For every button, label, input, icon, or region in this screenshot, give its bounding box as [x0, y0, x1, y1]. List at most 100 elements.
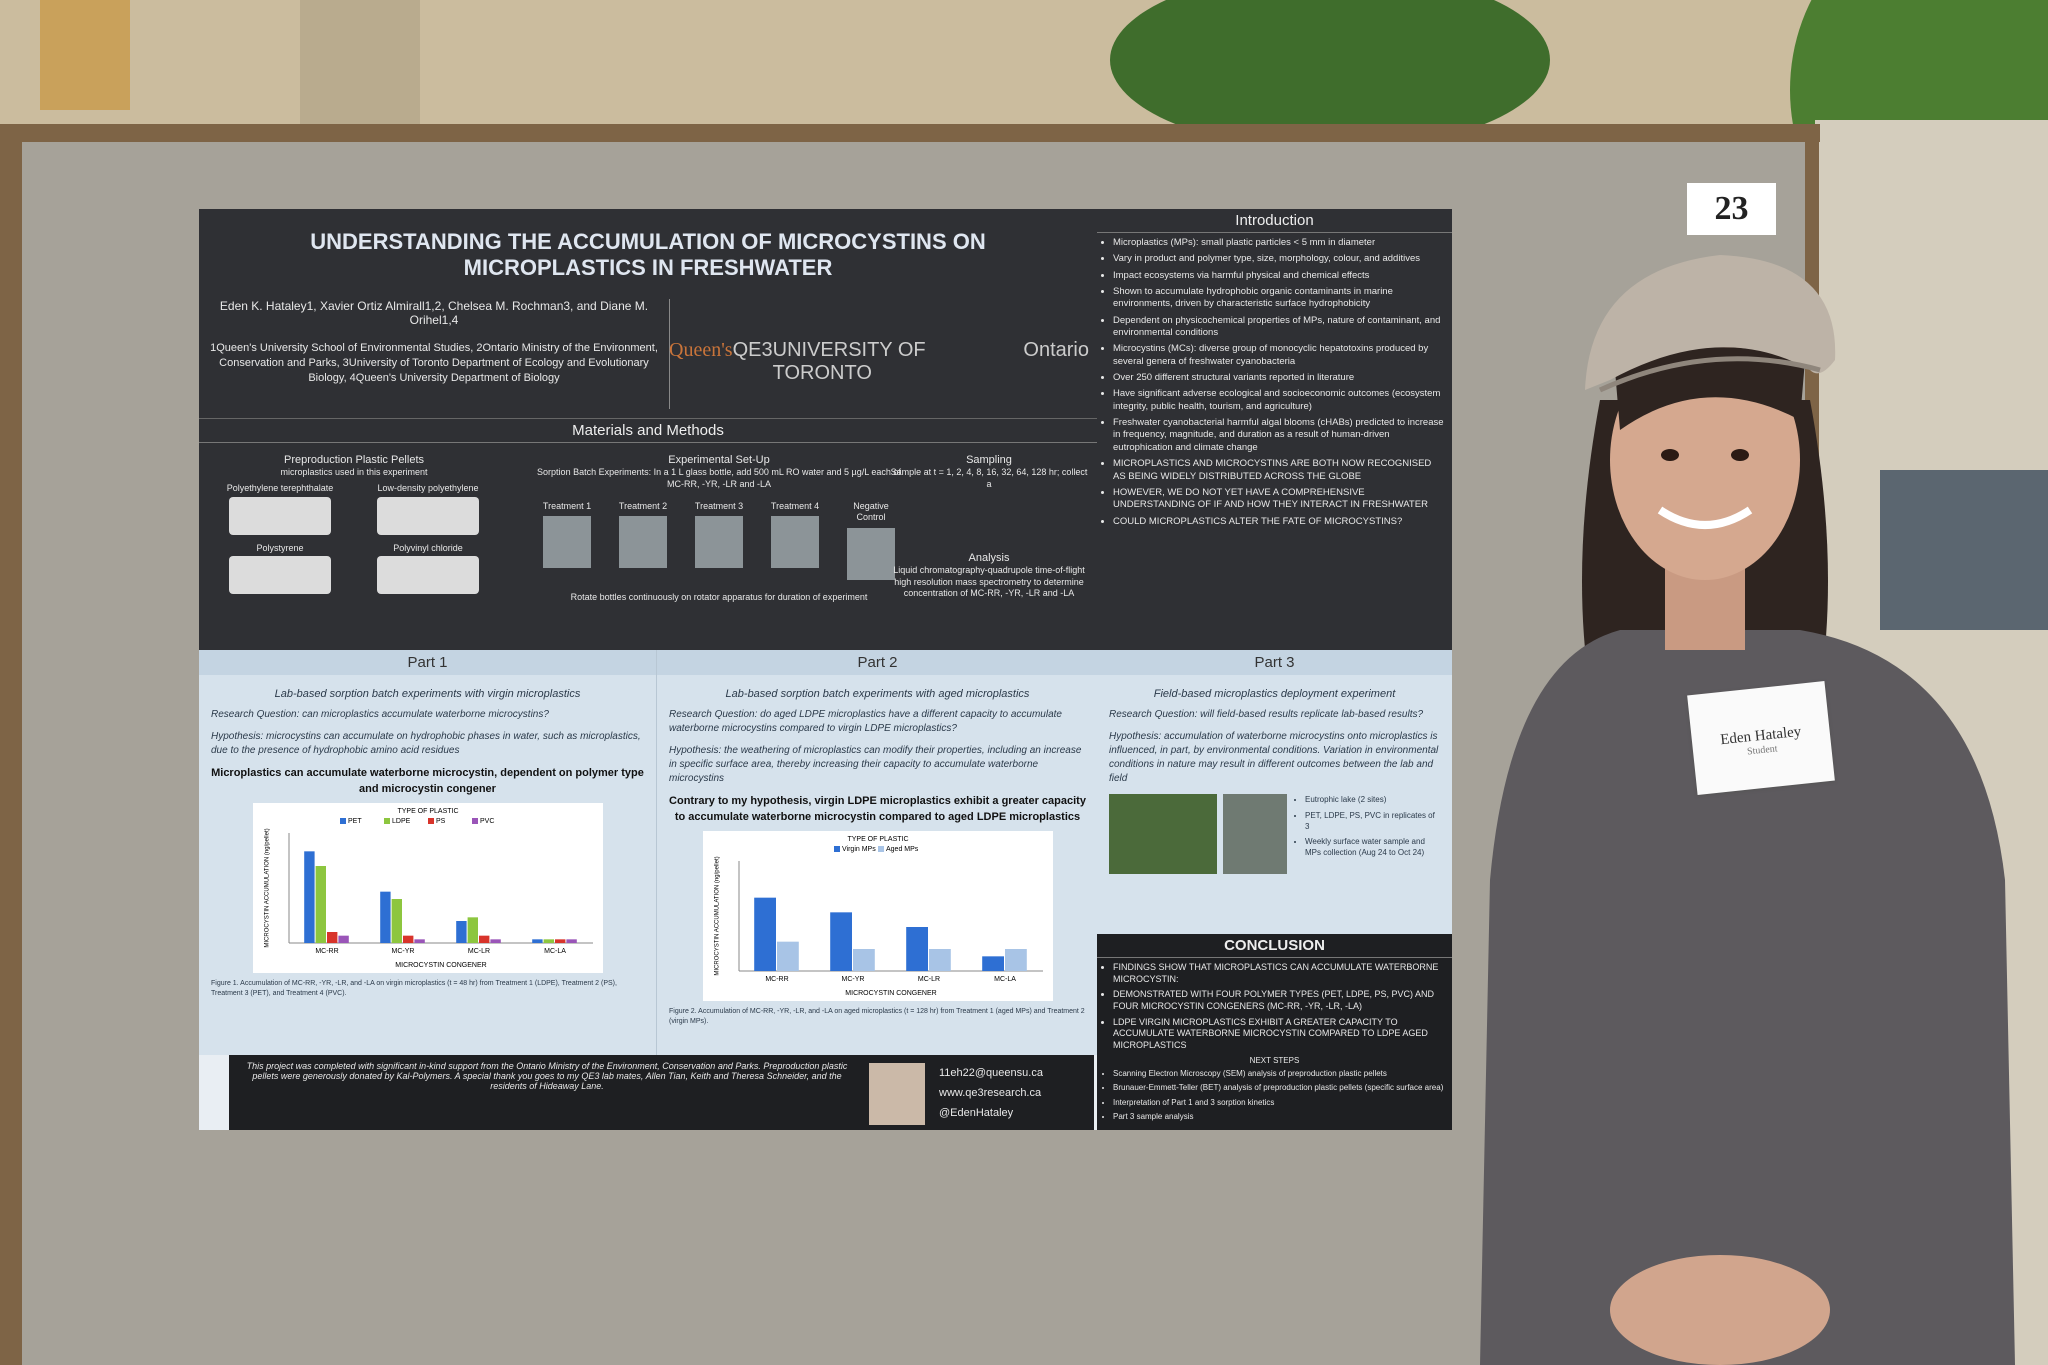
- poster-title: UNDERSTANDING THE ACCUMULATION OF MICROC…: [310, 229, 986, 254]
- text: Sorption Batch Experiments: In a 1 L gla…: [537, 467, 901, 489]
- sub-heading: Experimental Set-Up: [668, 454, 770, 466]
- bottle-photo: [847, 528, 895, 581]
- x-axis-label: MICROCYSTIN CONGENER: [395, 962, 486, 969]
- chart: TYPE OF PLASTIC Virgin MPs Aged MPs MC-RR MC…: [702, 831, 1053, 1002]
- bar: [753, 897, 776, 972]
- legend-label: LDPE: [392, 818, 411, 825]
- question: Research Question: do aged LDPE micropla…: [669, 709, 1062, 735]
- bullet: Vary in product and polymer type, size, …: [1113, 253, 1444, 265]
- bullet: Have significant adverse ecological and …: [1113, 388, 1444, 413]
- sub-heading: NEXT STEPS: [1249, 1055, 1300, 1065]
- bar: [326, 932, 337, 944]
- x-tick-label: MC-RR: [765, 976, 788, 983]
- pellet-type: Polyvinyl chloride: [393, 542, 463, 553]
- sub-heading: Analysis: [968, 551, 1010, 564]
- bar: [543, 939, 554, 944]
- poster-title: MICROPLASTICS IN FRESHWATER: [463, 255, 833, 280]
- part-body: Lab-based sorption batch experiments wit…: [199, 675, 656, 1005]
- bar: [565, 939, 577, 944]
- legend-label: PVC: [480, 818, 494, 825]
- bullet: Brunauer-Emmett-Teller (BET) analysis of…: [1113, 1083, 1452, 1093]
- bar: [905, 927, 928, 972]
- section-heading: Materials and Methods: [199, 419, 1097, 443]
- part-body: Lab-based sorption batch experiments wit…: [657, 675, 1098, 1033]
- acknowledgement: This project was completed with signific…: [246, 1061, 848, 1091]
- pellet: Low-density polyethylene: [357, 483, 499, 537]
- bar: [315, 866, 326, 944]
- y-axis-label: MICROCYSTIN ACCUMULATION (ng/pellet): [714, 857, 720, 976]
- bullet: Microplastics (MPs): small plastic parti…: [1113, 237, 1444, 249]
- legend-title: TYPE OF PLASTIC: [397, 808, 458, 815]
- y-axis-label: MICROCYSTIN ACCUMULATION (ng/pellet): [264, 829, 270, 948]
- bar: [531, 939, 543, 944]
- bullet: Eutrophic lake (2 sites): [1305, 794, 1440, 805]
- pellet: Polyvinyl chloride: [357, 543, 499, 597]
- treatment: Negative Control: [841, 501, 901, 584]
- treatment-label: Treatment 4: [770, 500, 820, 511]
- part-subtitle: Lab-based sorption batch experiments wit…: [274, 688, 581, 700]
- text: Sample at t = 1, 2, 4, 8, 16, 32, 64, 12…: [890, 467, 1088, 489]
- logo: Queen's: [669, 339, 733, 361]
- legend-swatch: [427, 818, 434, 825]
- legend-label: PS: [436, 818, 446, 825]
- pellet: Polyethylene terephthalate: [209, 483, 351, 537]
- text: Liquid chromatography-quadrupole time-of…: [893, 564, 1085, 599]
- bullet: Freshwater cyanobacterial harmful algal …: [1113, 417, 1444, 454]
- hypothesis: Hypothesis: microcystins can accumulate …: [211, 731, 641, 757]
- x-tick-label: MC-RR: [315, 948, 338, 955]
- legend-label: PET: [348, 818, 362, 825]
- pellet-photo: [229, 556, 331, 595]
- bullet: Part 3 sample analysis: [1113, 1112, 1452, 1122]
- conclusion: CONCLUSION FINDINGS SHOW THAT MICROPLAST…: [1097, 934, 1452, 1130]
- website: www.qe3research.ca: [939, 1087, 1042, 1099]
- sampling: Sampling Sample at t = 1, 2, 4, 8, 16, 3…: [889, 453, 1089, 600]
- field-photo: [1223, 794, 1287, 875]
- bar: [455, 921, 467, 944]
- pellet-type: Low-density polyethylene: [377, 482, 479, 493]
- treatment: Treatment 1: [537, 501, 597, 584]
- name-tag: Eden Hataley Student: [1687, 681, 1835, 795]
- bullet: Over 250 different structural variants r…: [1113, 372, 1444, 384]
- bar: [776, 941, 799, 972]
- bullet: COULD MICROPLASTICS ALTER THE FATE OF MI…: [1113, 516, 1444, 528]
- setup: Experimental Set-Up Sorption Batch Exper…: [529, 453, 909, 604]
- x-tick-label: MC-LR: [467, 948, 489, 955]
- field-photo: [1109, 794, 1217, 875]
- treatment-label: Treatment 2: [618, 500, 668, 511]
- bar: [391, 899, 402, 944]
- bullet: DEMONSTRATED WITH FOUR POLYMER TYPES (PE…: [1113, 989, 1452, 1012]
- caption: Figure 1. Accumulation of MC-RR, -YR, -L…: [211, 980, 617, 997]
- part-heading: Part 1: [199, 650, 656, 675]
- section-heading: Introduction: [1097, 209, 1452, 233]
- x-tick-label: MC-LA: [544, 948, 566, 955]
- treatment-label: Treatment 3: [694, 500, 744, 511]
- sub-heading: Preproduction Plastic Pellets: [283, 454, 424, 466]
- hypothesis: Hypothesis: the weathering of microplast…: [669, 745, 1082, 785]
- pellet-type: Polystyrene: [256, 542, 304, 553]
- bar: [928, 949, 951, 972]
- bullet: Weekly surface water sample and MPs coll…: [1305, 836, 1440, 858]
- bar: [478, 935, 489, 944]
- authors: Eden K. Hataley1, Xavier Ortiz Almirall1…: [219, 299, 649, 327]
- part-subtitle: Field-based microplastics deployment exp…: [1153, 688, 1396, 700]
- treatment: Treatment 2: [613, 501, 673, 584]
- text: Rotate bottles continuously on rotator a…: [570, 592, 868, 603]
- question: Research Question: can microplastics acc…: [211, 709, 549, 721]
- bar: [402, 935, 413, 944]
- pellet-photo: [229, 496, 331, 535]
- introduction: Introduction Microplastics (MPs): small …: [1097, 209, 1452, 650]
- x-tick-label: MC-YR: [841, 976, 864, 983]
- person: [1480, 255, 2015, 1365]
- finding: Microplastics can accumulate waterborne …: [211, 767, 644, 795]
- bar: [379, 891, 391, 944]
- logo: QE3: [732, 339, 773, 361]
- part-heading: Part 2: [657, 650, 1098, 675]
- hypothesis: Hypothesis: accumulation of waterborne m…: [1109, 731, 1439, 785]
- bottle-photo: [543, 516, 591, 569]
- logo: Ontario: [1023, 339, 1089, 361]
- twitter: @EdenHataley: [939, 1107, 1014, 1119]
- bottle-photo: [619, 516, 667, 569]
- part-subtitle: Lab-based sorption batch experiments wit…: [725, 688, 1030, 700]
- bullet: FINDINGS SHOW THAT MICROPLASTICS CAN ACC…: [1113, 962, 1452, 985]
